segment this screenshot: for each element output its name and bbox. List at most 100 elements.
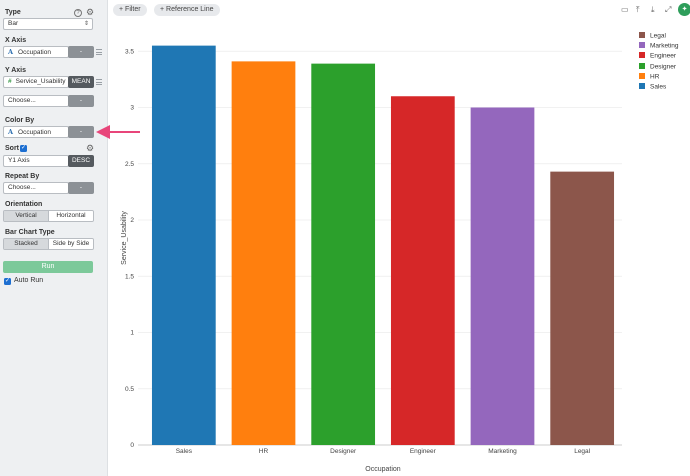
comment-icon[interactable]: ▭ [621,5,629,14]
color-by-field-value: Occupation [18,129,51,136]
chart-type-select[interactable]: Bar ⇕ [3,18,93,30]
legend-item-designer[interactable]: Designer [639,62,677,71]
legend-swatch [639,42,645,49]
orientation-vertical-option[interactable]: Vertical [4,211,48,221]
gear-icon[interactable]: ⚙ [86,7,95,17]
legend-swatch [639,32,645,38]
legend-swatch [639,72,645,79]
color-by-remove-button[interactable]: - [68,126,94,138]
bar-sales[interactable] [151,45,216,445]
upload-icon[interactable]: ⤒ [636,5,640,14]
legend-label: Sales [650,83,667,91]
auto-run-label: Auto Run [14,277,44,284]
repeat-by-select[interactable]: Choose... [3,182,69,194]
x-tick-label: HR [259,448,269,455]
bar-chart-type-label: Bar Chart Type [5,229,55,236]
y-axis-field[interactable]: # Service_Usability [3,76,69,88]
bar-designer[interactable] [311,63,376,445]
plus-icon: + [160,6,167,13]
bars [151,45,615,446]
expand-icon[interactable]: ⤢ [665,5,672,14]
x-axis-field-value: Occupation [18,49,51,56]
y-ticks: 0 0.5 1 1.5 2 2.5 3 3.5 [125,48,134,449]
legend-swatch [639,62,645,69]
legend-label: Engineer [650,52,677,60]
y-axis-remove-button[interactable]: - [68,95,94,107]
plus-icon: + [119,6,126,13]
y-tick-label: 0 [130,442,134,449]
x-tick-label: Marketing [488,448,517,455]
x-tick-label: Sales [176,448,193,455]
y-tick-label: 0.5 [125,386,134,393]
y-tick-label: 1.5 [125,273,134,280]
legend-item-legal[interactable]: Legal [639,32,666,40]
x-tick-label: Engineer [410,448,437,455]
x-axis-remove-button[interactable]: - [68,46,94,58]
sort-field-value: Y1 Axis [8,157,30,164]
drag-handle-icon[interactable] [96,49,102,55]
pin-icon[interactable]: ✦ [678,3,690,16]
aggregation-button[interactable]: MEAN [68,76,94,88]
help-icon[interactable]: ? [74,9,82,17]
y-tick-label: 3 [130,105,134,112]
legend-item-sales[interactable]: Sales [639,83,666,91]
x-axis-label: X Axis [5,37,27,44]
filter-button[interactable]: + Filter [113,4,147,16]
x-axis-field[interactable]: A Occupation [3,46,69,58]
x-tick-label: Legal [574,448,590,455]
download-icon[interactable]: ⤓ [651,5,655,14]
stacked-option[interactable]: Stacked [4,239,48,249]
legend-label: Legal [650,32,666,40]
y-axis-title: Service_Usability [121,211,128,265]
type-label: Type [5,9,21,16]
sort-order-button[interactable]: DESC [68,155,94,167]
legend-item-hr[interactable]: HR [639,72,660,81]
repeat-by-remove-button[interactable]: - [68,182,94,194]
chart-type-value: Bar [8,20,19,27]
text-type-icon: A [8,48,14,56]
gear-icon[interactable]: ⚙ [86,143,95,153]
bar-marketing[interactable] [470,107,535,446]
color-by-label: Color By [5,117,35,124]
y-tick-label: 2 [130,217,134,224]
text-type-icon: A [8,128,14,136]
run-button[interactable]: Run [3,261,93,273]
legend-item-engineer[interactable]: Engineer [639,52,676,60]
select-caret-icon: ⇕ [83,21,89,27]
y-tick-label: 2.5 [125,161,134,168]
y-axis-choose-value: Choose... [8,97,36,104]
sort-label: Sort [5,145,19,152]
bar-legal[interactable] [550,171,615,445]
bar-engineer[interactable] [390,96,455,445]
legend-label: Designer [650,63,677,71]
y-tick-label: 1 [130,330,134,337]
y-axis-label: Y Axis [5,67,27,74]
bar-chart-type-toggle: Stacked Side by Side [3,238,94,250]
x-axis-title: Occupation [365,466,401,473]
sort-field[interactable]: Y1 Axis [3,155,69,167]
x-ticks: Sales HR Designer Engineer Marketing Legal [176,448,591,455]
callout-arrow [96,125,140,139]
color-by-field[interactable]: A Occupation [3,126,69,138]
repeat-by-label: Repeat By [5,173,40,180]
y-axis-add-select[interactable]: Choose... [3,95,69,107]
reference-line-button[interactable]: + Reference Line [154,4,220,16]
x-tick-label: Designer [330,448,357,455]
number-type-icon: # [8,78,12,85]
side-by-side-option[interactable]: Side by Side [48,239,93,249]
auto-run-checkbox[interactable]: ✓ [4,278,11,285]
sort-checkbox[interactable]: ✓ [20,145,27,152]
orientation-horizontal-option[interactable]: Horizontal [48,211,93,221]
legend-label: Marketing [650,42,679,50]
legend-label: HR [650,73,660,81]
y-tick-label: 3.5 [125,48,134,55]
drag-handle-icon[interactable] [96,79,102,85]
legend-item-marketing[interactable]: Marketing [639,42,679,50]
repeat-by-value: Choose... [8,184,36,191]
grid-lines [138,50,622,446]
filter-label: Filter [125,6,141,13]
reference-line-label: Reference Line [166,6,214,13]
orientation-label: Orientation [5,201,43,208]
bar-hr[interactable] [231,61,296,445]
legend-swatch [639,83,645,89]
